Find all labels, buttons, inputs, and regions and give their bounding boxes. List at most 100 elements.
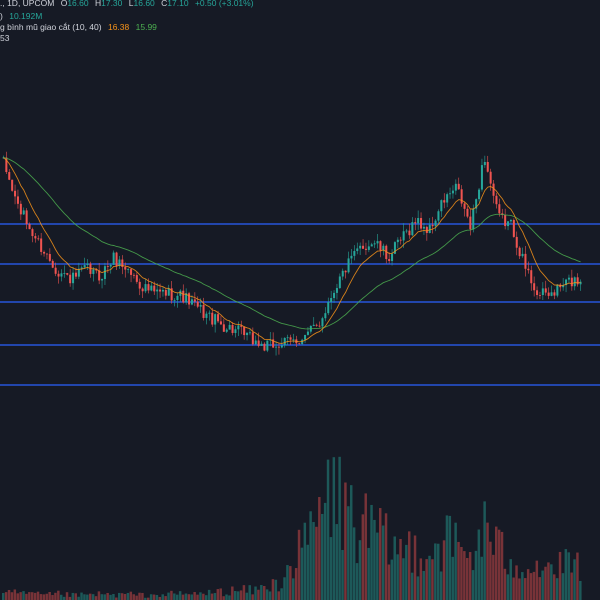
legend-symbol: ., 1D, UPCOM [0,0,55,8]
volume-bar [257,589,260,600]
candle-body [350,255,353,259]
candle-body [92,269,95,274]
candle-body [19,203,22,215]
candle-body [77,268,80,277]
candle-body [8,172,11,180]
volume-bar [329,537,333,600]
volume-bar [144,597,147,600]
candle-body [420,218,423,229]
candle-body [37,238,40,240]
volume-bar [100,594,104,600]
volume-bar [245,592,249,600]
volume-bar [544,566,547,600]
candle-body [376,241,379,244]
candle-body [179,290,182,296]
candle-body [147,284,150,291]
candle-body [237,325,240,330]
volume-bar [213,593,217,600]
volume-bar [10,592,14,600]
candle-body [550,292,553,296]
volume-bar [129,591,133,600]
candle-body [457,183,460,190]
volume-bar [413,535,417,600]
candle-body [449,193,452,195]
volume-bar [503,568,507,600]
volume-bar [36,591,40,600]
candle-body [385,245,388,260]
volume-bar [68,596,72,600]
legend-volume-prefix: ) [0,11,3,21]
volume-bar [370,504,373,600]
candle-body [408,230,411,236]
volume-bar [205,595,208,600]
candle-body [138,281,141,289]
candle-body [451,190,454,194]
volume-bar [518,578,521,600]
candle-body [135,275,138,282]
candle-body [14,190,17,197]
candle-body [127,269,130,270]
candle-body [475,199,478,209]
volume-bar [347,506,350,600]
volume-bar [86,594,89,600]
volume-bar [323,502,327,600]
candle-body [414,222,417,224]
candle-body [156,289,159,292]
volume-bar [434,543,437,600]
candle-body [25,210,28,225]
candle-body [347,258,350,273]
legend-ema-slow-value: 15.99 [135,22,157,32]
volume-bar [141,592,144,600]
candle-body [95,269,98,271]
candle-body [63,273,66,274]
candle-body [521,253,524,257]
legend-ma-line: g bình mũ giao cắt (10, 40) 16.38 15.99 [0,22,157,32]
volume-bar [303,522,307,600]
volume-bar [541,570,544,600]
volume-bar [181,594,185,600]
candle-body [153,285,156,292]
candle-body [324,313,327,319]
legend-ma-label: g bình mũ giao cắt (10, 40) [0,22,102,32]
candle-body [228,324,231,330]
volume-bar [553,574,556,600]
volume-bar [103,594,106,600]
candle-body [86,263,89,266]
volume-bar [437,543,440,600]
candle-body [130,269,133,275]
candle-body [231,324,234,334]
ema-fast-line [3,157,581,344]
volume-bar [309,511,312,600]
candle-body [144,284,147,292]
volume-bar [492,554,495,600]
legend-high-value: 17.30 [101,0,123,8]
candle-body [356,248,359,252]
volume-bar [422,570,425,600]
candlestick-series [2,151,582,356]
volume-bar [416,576,420,600]
volume-bar [4,592,8,600]
legend-close-label: C [161,0,168,8]
candle-body [524,253,527,269]
candle-body [185,293,188,303]
volume-bar [306,544,309,600]
volume-bar [48,591,51,600]
legend-fourth-value: 53 [0,33,10,43]
candle-body [118,259,121,267]
candle-body [219,321,222,325]
volume-bar [367,547,370,600]
candle-body [103,266,106,280]
volume-bar [184,593,188,600]
volume-bar [509,559,512,600]
volume-bar [460,546,463,600]
volume-bar [199,592,202,600]
candle-body [344,270,347,273]
candle-body [533,283,536,291]
candle-body [492,183,495,196]
candle-body [286,337,289,339]
candle-body [40,238,43,252]
candle-body [538,294,541,296]
volume-bar [251,594,254,600]
volume-bar [576,552,579,600]
